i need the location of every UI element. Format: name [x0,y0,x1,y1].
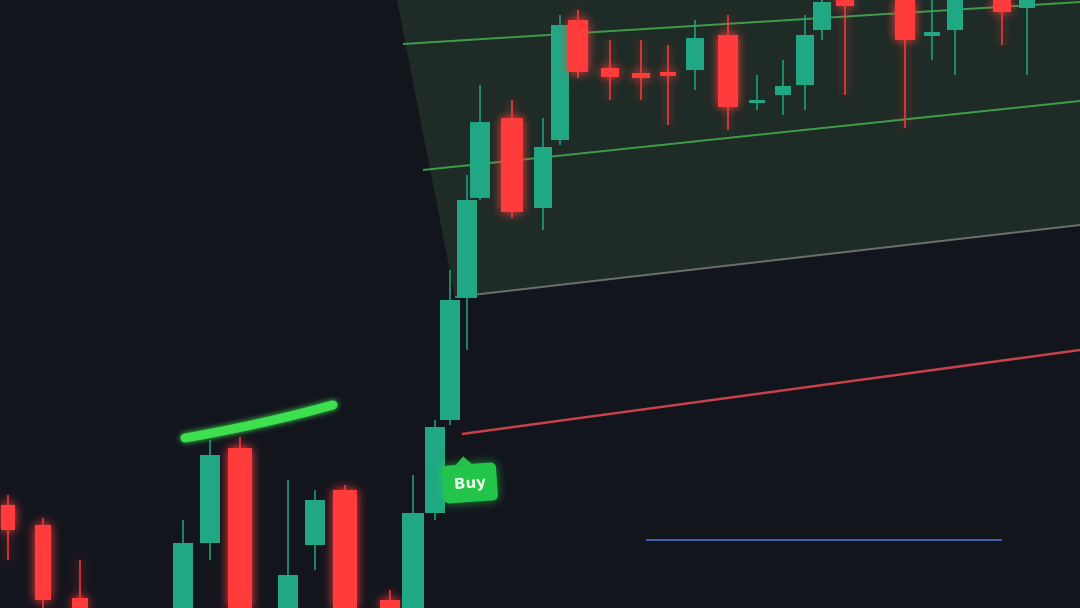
bullish-candle [402,475,424,608]
buy-label: Buy [453,472,487,494]
bullish-candle [813,0,831,40]
bearish-candle [501,100,523,218]
bearish-candle [632,40,650,100]
bullish-candle [1019,0,1035,75]
candle-body [718,35,738,107]
bearish-candle [601,40,619,100]
candle-body [402,513,424,608]
candle-body [568,20,588,72]
candle-body [686,38,704,70]
bearish-candle [718,15,738,130]
candle-body [947,0,963,30]
candle-body [425,427,445,513]
bullish-candle [278,480,298,608]
entry-zone-line [422,100,1080,171]
candle-body [993,0,1011,12]
bullish-candle [173,520,193,608]
stop-loss-line [461,348,1080,436]
take-profit-line [402,1,1080,45]
bullish-candle [796,15,814,110]
bearish-candle [1,495,15,560]
bullish-candle [200,440,220,560]
candle-body [813,2,831,30]
bearish-candle [568,10,588,78]
candle-body [72,598,88,608]
bearish-candle [333,485,357,608]
candle-body [836,0,854,6]
candle-body [749,100,765,103]
candle-body [551,25,569,140]
bullish-candle [947,0,963,75]
bullish-candle [534,118,552,230]
candle-body [796,35,814,85]
candle-body [228,448,252,608]
candle-body [470,122,490,198]
bearish-candle [228,437,252,608]
bullish-candle [425,420,445,520]
bearish-candle [836,0,854,95]
bullish-candle [457,175,477,350]
candle-body [1019,0,1035,8]
bearish-candle [660,45,676,125]
highlight-arc [180,400,338,443]
candle-body [457,200,477,298]
bullish-candle [305,490,325,570]
candle-body [200,455,220,543]
candle-body [380,600,400,608]
candle-body [601,68,619,77]
bearish-candle [35,518,51,608]
position-zone [397,0,1080,297]
buy-signal-badge[interactable]: Buy [441,462,499,504]
candle-body [632,73,650,78]
bearish-candle [380,590,400,608]
bullish-candle [924,0,940,60]
candle-body [775,86,791,95]
bearish-candle [993,0,1011,45]
candle-body [660,72,676,76]
candle-body [440,300,460,420]
bullish-candle [749,75,765,110]
candle-body [1,505,15,530]
bullish-candle [686,20,704,90]
bullish-candle [470,85,490,200]
bearish-candle [72,560,88,608]
zone-bottom-border [454,224,1080,298]
bearish-candle [895,0,915,128]
candle-body [501,118,523,212]
bullish-candle [440,270,460,425]
candle-body [333,490,357,608]
candle-body [305,500,325,545]
bullish-candle [551,15,569,145]
candle-body [534,147,552,208]
candle-body [278,575,298,608]
candle-body [173,543,193,608]
candle-body [924,32,940,36]
candle-body [35,525,51,600]
bullish-candle [775,60,791,115]
candle-body [895,0,915,40]
